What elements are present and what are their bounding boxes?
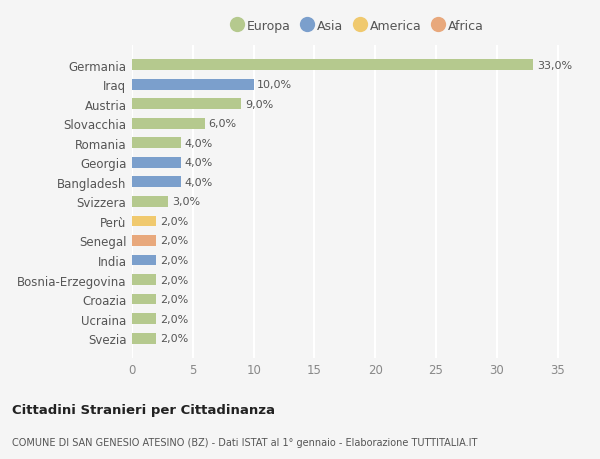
Text: 2,0%: 2,0% — [160, 217, 188, 226]
Text: 33,0%: 33,0% — [537, 61, 572, 70]
Bar — [132, 255, 157, 266]
Bar — [132, 216, 157, 227]
Text: 4,0%: 4,0% — [184, 178, 212, 187]
Bar — [132, 333, 157, 344]
Text: COMUNE DI SAN GENESIO ATESINO (BZ) - Dati ISTAT al 1° gennaio - Elaborazione TUT: COMUNE DI SAN GENESIO ATESINO (BZ) - Dat… — [12, 437, 478, 447]
Text: 2,0%: 2,0% — [160, 256, 188, 265]
Bar — [132, 313, 157, 325]
Bar — [132, 118, 205, 129]
Bar — [132, 157, 181, 168]
Text: 2,0%: 2,0% — [160, 334, 188, 343]
Bar — [132, 79, 254, 90]
Text: 3,0%: 3,0% — [172, 197, 200, 207]
Text: Cittadini Stranieri per Cittadinanza: Cittadini Stranieri per Cittadinanza — [12, 403, 275, 416]
Text: 6,0%: 6,0% — [209, 119, 237, 129]
Legend: Europa, Asia, America, Africa: Europa, Asia, America, Africa — [226, 15, 488, 38]
Bar — [132, 138, 181, 149]
Text: 9,0%: 9,0% — [245, 100, 274, 109]
Bar — [132, 196, 169, 207]
Bar — [132, 177, 181, 188]
Text: 2,0%: 2,0% — [160, 314, 188, 324]
Bar — [132, 60, 533, 71]
Bar — [132, 99, 241, 110]
Text: 4,0%: 4,0% — [184, 139, 212, 148]
Text: 2,0%: 2,0% — [160, 275, 188, 285]
Text: 4,0%: 4,0% — [184, 158, 212, 168]
Text: 2,0%: 2,0% — [160, 236, 188, 246]
Text: 2,0%: 2,0% — [160, 295, 188, 304]
Bar — [132, 294, 157, 305]
Text: 10,0%: 10,0% — [257, 80, 292, 90]
Bar — [132, 274, 157, 285]
Bar — [132, 235, 157, 246]
